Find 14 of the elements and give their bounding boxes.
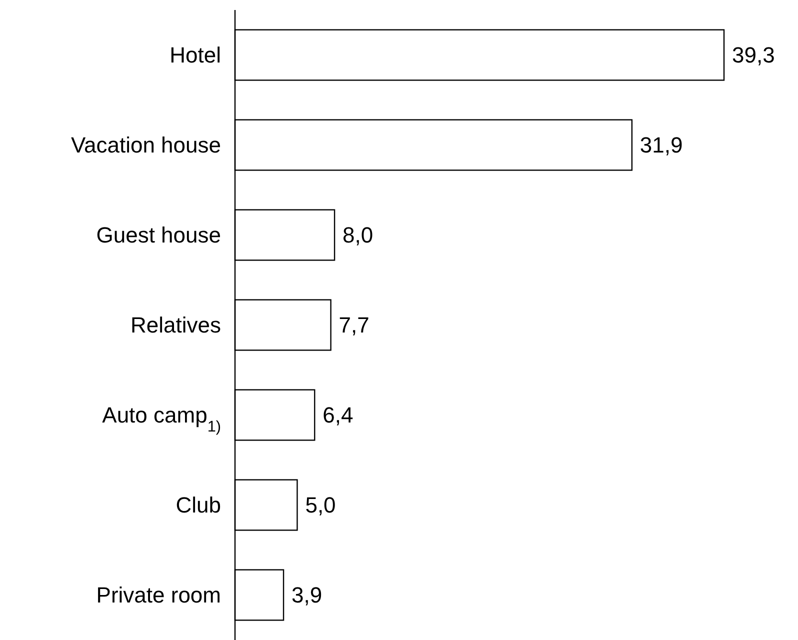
data-label: 7,7 (338, 312, 370, 338)
data-label: 6,4 (322, 402, 354, 428)
y-tick-label: Relatives (130, 312, 221, 338)
data-label: 3,9 (292, 582, 322, 608)
y-tick-label: Hotel (170, 42, 221, 68)
data-label: 31,9 (640, 132, 683, 158)
y-tick-label: Guest house (96, 222, 221, 248)
y-tick-label: Private room (96, 582, 221, 608)
data-label: 8,0 (342, 222, 374, 248)
data-label: 39,3 (732, 42, 775, 68)
y-tick-label: Club (176, 492, 221, 518)
data-label: 5,0 (305, 492, 336, 518)
y-tick-label: Auto camp$_{1)}$ (102, 402, 221, 436)
y-tick-label: Vacation house (70, 132, 221, 158)
